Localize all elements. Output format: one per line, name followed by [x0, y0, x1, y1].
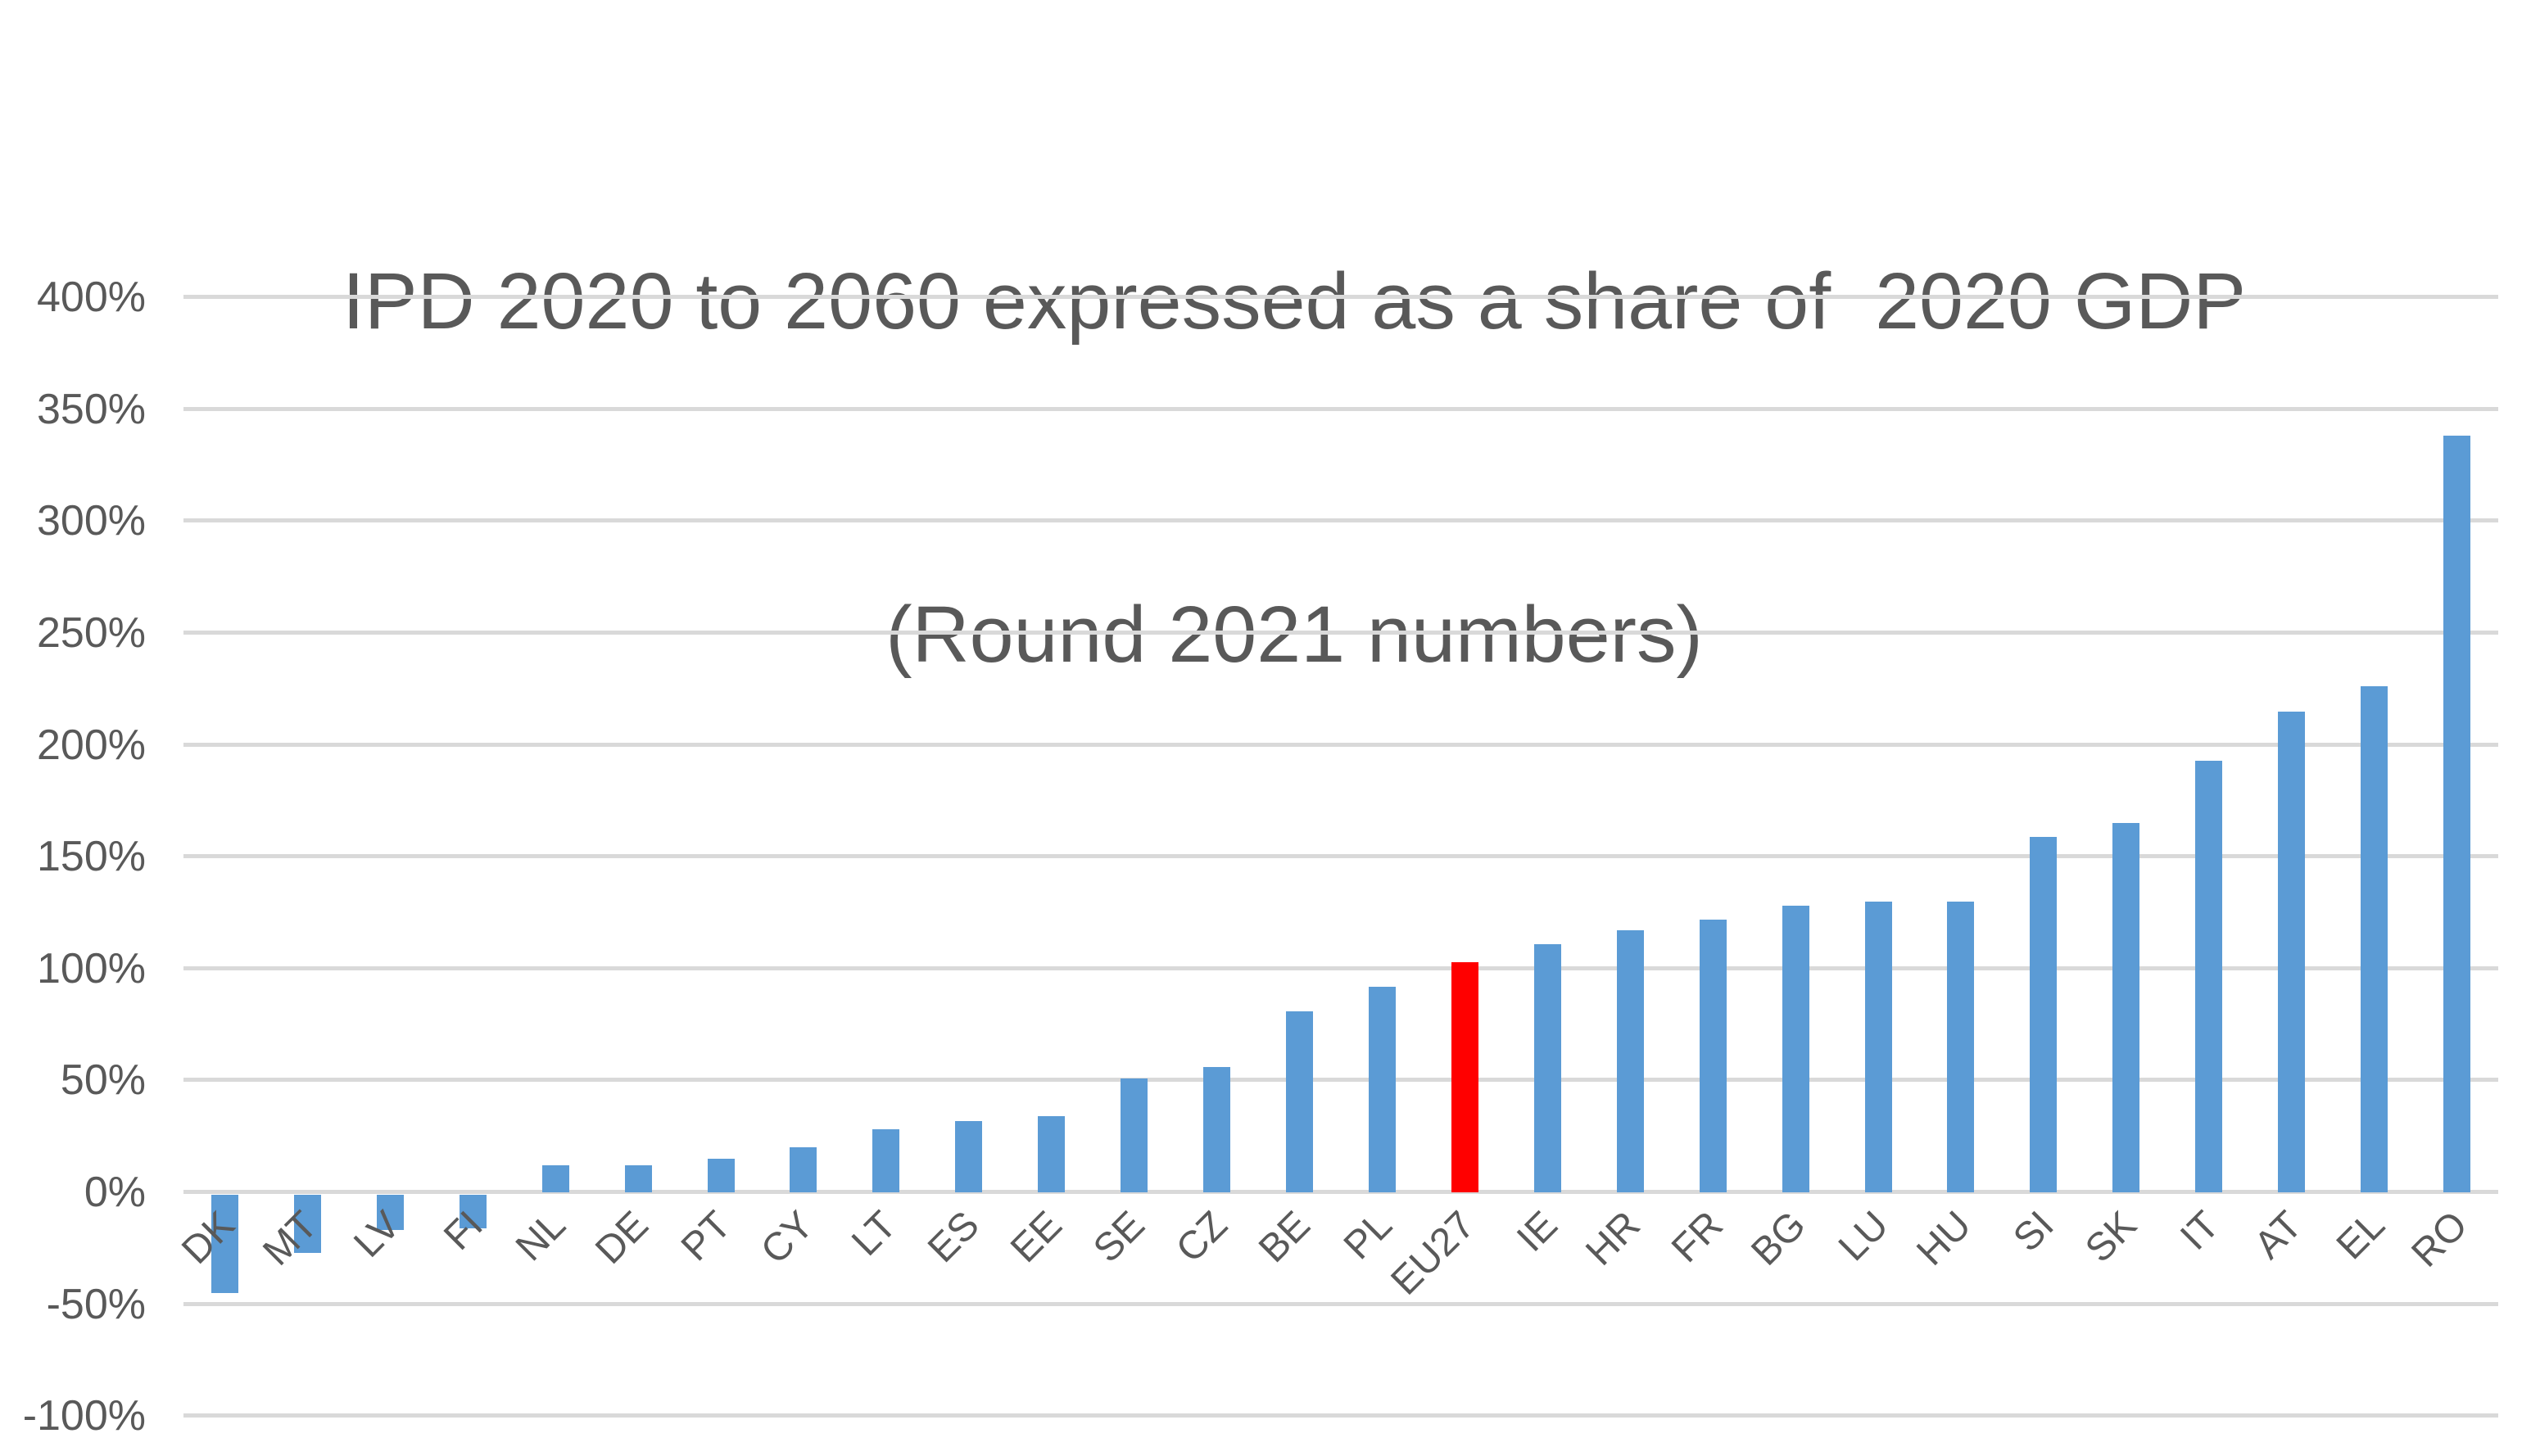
bar-PL: [1368, 986, 1396, 1192]
bar-BE: [1286, 1011, 1314, 1192]
bar-EU27: [1451, 961, 1478, 1192]
y-axis-tick-label: 400%: [37, 274, 146, 321]
x-axis-category-label-AT: AT: [2246, 1203, 2311, 1268]
y-axis-tick-label: -50%: [46, 1280, 146, 1328]
bar-ES: [955, 1120, 983, 1192]
y-axis-tick-label: 100%: [37, 944, 146, 993]
x-axis-category-label-CZ: CZ: [1167, 1203, 1236, 1272]
bar-HR: [1616, 930, 1644, 1192]
bar-SI: [2030, 836, 2058, 1192]
y-axis-tick-label: 200%: [37, 721, 146, 769]
bar-NL: [541, 1165, 569, 1192]
y-axis-tick-label: 300%: [37, 497, 146, 545]
x-axis-category-label-SE: SE: [1084, 1203, 1153, 1272]
gridline-400: [183, 295, 2498, 299]
y-axis-tick-label: 350%: [37, 385, 146, 433]
x-axis-category-label-HU: HU: [1908, 1203, 1980, 1274]
x-axis-category-label-BE: BE: [1250, 1203, 1319, 1272]
x-axis-category-label-RO: RO: [2402, 1203, 2476, 1276]
gridline-250: [183, 630, 2498, 635]
bar-FR: [1699, 919, 1727, 1192]
x-axis-category-label-BG: BG: [1743, 1203, 1814, 1274]
bar-FI: [459, 1195, 487, 1228]
bar-CZ: [1203, 1066, 1231, 1192]
chart-title-line1: IPD 2020 to 2060 expressed as a share of…: [342, 255, 2247, 346]
x-axis-category-label-DE: DE: [587, 1203, 657, 1273]
bar-LV: [376, 1195, 404, 1231]
bar-EE: [1038, 1116, 1066, 1192]
x-axis-category-label-IT: IT: [2171, 1203, 2228, 1259]
x-axis-category-label-ES: ES: [919, 1203, 988, 1272]
gridline-100: [183, 965, 2498, 970]
x-axis-category-label-EL: EL: [2328, 1203, 2393, 1268]
gridline-0: [183, 1190, 2498, 1194]
bar-SK: [2112, 823, 2140, 1192]
y-axis-tick-label: 150%: [37, 833, 146, 881]
chart-title-line2: (Round 2021 numbers): [885, 589, 1703, 679]
gridline--50: [183, 1301, 2498, 1306]
x-axis-category-label-IE: IE: [1509, 1203, 1567, 1260]
bar-LU: [1864, 901, 1892, 1192]
bar-AT: [2278, 711, 2306, 1192]
bar-MT: [293, 1195, 321, 1253]
chart-title: IPD 2020 to 2060 expressed as a share of…: [0, 23, 2531, 912]
bar-EL: [2361, 686, 2388, 1192]
x-axis-category-label-PT: PT: [672, 1203, 740, 1270]
x-axis-category-label-LT: LT: [844, 1203, 905, 1264]
x-axis-category-label-LU: LU: [1830, 1203, 1897, 1270]
gridline-300: [183, 518, 2498, 523]
bar-PT: [707, 1159, 735, 1192]
x-axis-category-label-EU27: EU27: [1383, 1203, 1484, 1304]
bar-BG: [1782, 906, 1809, 1192]
bar-CY: [790, 1147, 817, 1192]
gridline--100: [183, 1413, 2498, 1418]
bar-DE: [624, 1165, 652, 1192]
bar-HU: [1947, 901, 1975, 1192]
y-axis-tick-label: -100%: [22, 1392, 146, 1440]
x-axis-category-label-HR: HR: [1578, 1203, 1650, 1274]
x-axis-category-label-FR: FR: [1664, 1203, 1732, 1272]
bar-RO: [2443, 436, 2471, 1192]
x-axis-category-label-SK: SK: [2076, 1203, 2145, 1272]
gridline-200: [183, 742, 2498, 747]
gridline-350: [183, 406, 2498, 411]
y-axis-tick-label: 250%: [37, 608, 146, 657]
y-axis-tick-label: 50%: [60, 1056, 146, 1105]
gridline-50: [183, 1078, 2498, 1083]
bar-SE: [1121, 1078, 1148, 1192]
y-axis-tick-label: 0%: [84, 1169, 146, 1216]
x-axis-category-label-EE: EE: [1002, 1203, 1071, 1272]
x-axis-category-label-PL: PL: [1336, 1203, 1401, 1268]
bar-IT: [2195, 760, 2223, 1192]
gridline-150: [183, 854, 2498, 859]
x-axis-category-label-NL: NL: [508, 1203, 574, 1270]
x-axis-category-label-SI: SI: [2005, 1203, 2062, 1260]
x-axis-category-label-CY: CY: [753, 1203, 822, 1273]
bar-IE: [1533, 943, 1561, 1192]
bar-DK: [211, 1195, 238, 1293]
bar-LT: [872, 1129, 900, 1192]
